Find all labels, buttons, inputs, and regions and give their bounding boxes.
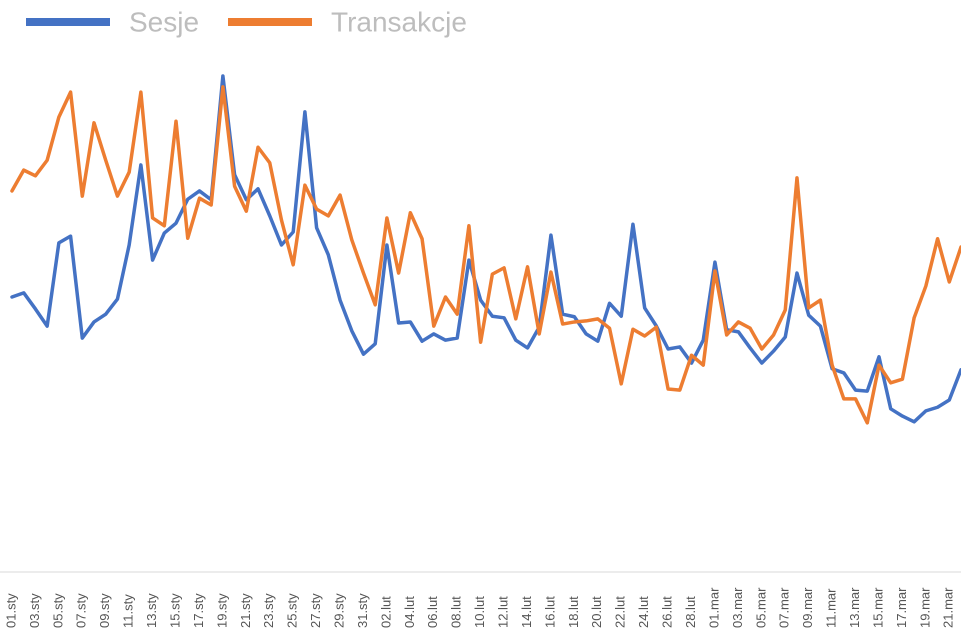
- x-tick-label: 09.mar: [800, 587, 815, 628]
- x-tick-label: 02.lut: [378, 596, 393, 628]
- x-tick-label: 12.lut: [496, 596, 511, 628]
- x-tick-label: 28.lut: [683, 596, 698, 628]
- x-tick-label: 21.mar: [941, 587, 956, 628]
- x-tick-label: 06.lut: [425, 596, 440, 628]
- x-tick-label: 26.lut: [660, 596, 675, 628]
- legend-label: Sesje: [129, 6, 199, 37]
- x-tick-label: 25.sty: [285, 593, 300, 628]
- x-tick-label: 17.sty: [191, 593, 206, 628]
- x-tick-label: 09.sty: [97, 593, 112, 628]
- x-tick-label: 24.lut: [636, 596, 651, 628]
- x-tick-label: 13.mar: [847, 587, 862, 628]
- x-tick-label: 27.sty: [308, 593, 323, 628]
- x-tick-label: 05.mar: [753, 587, 768, 628]
- x-tick-label: 23.sty: [261, 593, 276, 628]
- x-tick-label: 14.lut: [519, 596, 534, 628]
- x-tick-label: 01.mar: [706, 587, 721, 628]
- x-tick-label: 15.sty: [167, 593, 182, 628]
- x-tick-label: 04.lut: [402, 596, 417, 628]
- x-tick-label: 22.lut: [613, 596, 628, 628]
- x-tick-label: 16.lut: [542, 596, 557, 628]
- x-tick-label: 15.mar: [870, 587, 885, 628]
- x-tick-label: 03.mar: [730, 587, 745, 628]
- x-tick-label: 03.sty: [27, 593, 42, 628]
- x-tick-label: 01.sty: [3, 593, 18, 628]
- legend-label: Transakcje: [331, 6, 467, 37]
- x-tick-label: 20.lut: [589, 596, 604, 628]
- x-tick-label: 19.mar: [917, 587, 932, 628]
- x-tick-label: 29.sty: [331, 593, 346, 628]
- x-tick-label: 10.lut: [472, 596, 487, 628]
- x-tick-label: 13.sty: [144, 593, 159, 628]
- x-tick-label: 18.lut: [566, 596, 581, 628]
- x-tick-label: 05.sty: [50, 593, 65, 628]
- x-tick-label: 08.lut: [449, 596, 464, 628]
- x-tick-label: 21.sty: [238, 593, 253, 628]
- x-tick-label: 17.mar: [894, 587, 909, 628]
- series-line: [10, 85, 961, 425]
- series-line: [10, 74, 961, 424]
- x-tick-label: 31.sty: [355, 593, 370, 628]
- x-tick-label: 11.mar: [824, 588, 839, 628]
- x-tick-label: 07.sty: [74, 593, 89, 628]
- x-tick-label: 07.mar: [777, 587, 792, 628]
- x-tick-label: 11.sty: [121, 594, 136, 628]
- x-tick-label: 19.sty: [214, 593, 229, 628]
